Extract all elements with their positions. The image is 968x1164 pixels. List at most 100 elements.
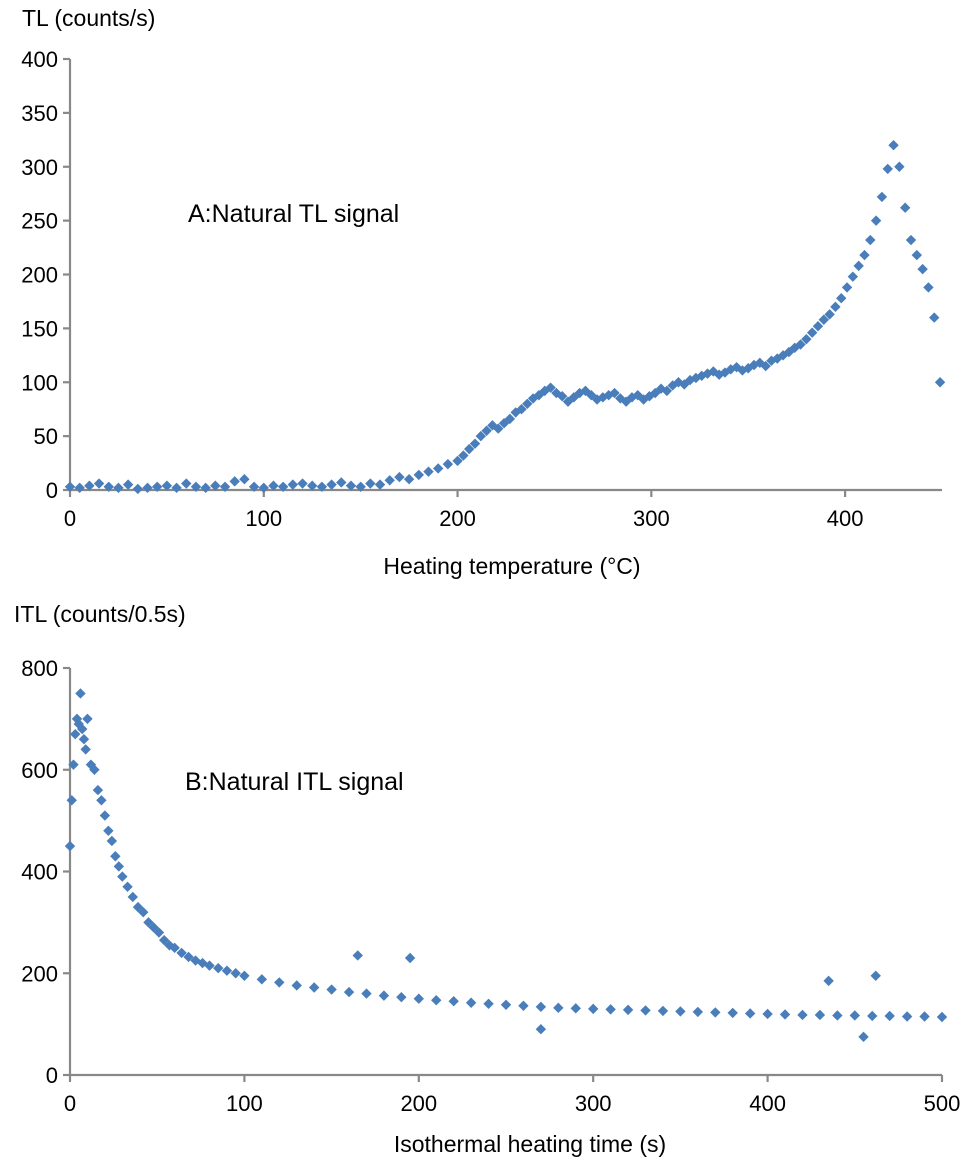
panel-a-data-point [122,479,134,490]
panel-b-data-point [85,759,97,770]
panel-a-data-point [229,476,240,487]
panel-a-x-axis-label: Heating temperature (°C) [383,553,640,579]
panel-a-data-point [248,481,260,492]
panel-b-x-tick-label: 100 [226,1091,263,1116]
panel-a-data-point [403,474,415,485]
panel-b-data-point [274,977,285,988]
panel-b-data-point [197,957,208,969]
panel-a-data-point [777,350,789,361]
panel-a-data-point [469,438,481,449]
panel-b-data-point [169,942,180,954]
panel-a-data-point [888,140,899,151]
panel-a-tick-labels: 0 50 100 150 200 250 300 350 400 0 100 200 300 400 [21,47,863,531]
panel-a-x-tick-label: 300 [633,506,670,531]
panel-a-data-point [200,482,211,494]
panel-b-data-point [70,728,81,740]
panel-a-data-point [894,161,905,172]
panel-a-data-point [287,479,299,490]
panel-a-data-point [783,346,795,358]
panel-a-data-point [533,389,545,401]
panel-a-data-point [929,312,940,323]
panel-b-data-point [867,1010,878,1022]
panel-a-data-point [853,260,864,272]
panel-b-axes [63,666,944,1082]
panel-b-data-point [256,974,268,985]
panel-a-data-point [603,389,614,401]
panel-a-data-point [522,398,533,409]
panel-a-data-point [258,482,269,494]
panel-a-data-point [113,482,124,494]
panel-a-chart: TL (counts/s) A:Natural TL signal Heatin… [21,5,946,579]
panel-a-data-point [432,463,444,474]
panel-a-data-point [870,215,882,226]
panel-b-data-point [657,1005,669,1017]
panel-a-data-point [161,480,173,491]
panel-b-x-tick-label: 400 [749,1091,786,1116]
panel-b-x-tick-label: 200 [400,1091,437,1116]
panel-a-data-point [632,389,643,401]
panel-b-data-point [183,951,194,963]
panel-b-data-point [164,940,175,951]
panel-b-data-point [849,1010,860,1021]
panel-b-data-point [221,965,233,976]
panel-b-data-point [675,1006,686,1017]
panel-a-data-point [568,392,580,403]
panel-b-data-point [127,891,138,903]
panel-b-data-point [744,1008,756,1019]
panel-b-data-point [762,1008,773,1020]
panel-a-data-point [830,301,841,313]
panel-b-data-point [431,995,442,1006]
panel-b-data-point [92,784,104,796]
panel-a-data-point [384,475,395,486]
panel-b-x-tick-label: 500 [924,1091,961,1116]
panel-b-y-tick-label: 0 [46,1063,58,1088]
panel-a-x-tick-label: 0 [64,506,76,531]
panel-b-data-point [89,764,100,775]
panel-a-data-point [84,480,95,491]
panel-b-data-point [122,881,133,892]
panel-b-data-point [176,947,187,959]
panel-a-data-point [667,380,678,391]
panel-a-data-point [219,481,231,492]
panel-a-data-point [859,249,870,261]
panel-b-data-point [213,962,224,974]
panel-a-data-point [239,474,250,485]
panel-a-data-point [181,478,192,489]
panel-a-data-point [516,403,527,415]
panel-b-y-tick-label: 400 [21,860,58,885]
panel-b-data-point [64,840,76,852]
panel-b-annotation: B:Natural ITL signal [185,768,404,796]
panel-a-data-point [336,477,347,488]
panel-b-data-point [352,950,363,961]
panel-a-data-point [801,333,812,345]
panel-a-data-point [841,282,853,293]
panel-a-data-point [171,482,182,494]
panel-b-data-point [500,999,512,1010]
panel-b-x-axis-label: Isothermal heating time (s) [394,1131,666,1157]
panel-a-data-point [917,263,928,275]
panel-b-data-point [343,986,355,998]
panel-a-data-point [458,450,469,461]
panel-a-data-point [638,394,649,405]
panel-a-data-point [806,327,818,338]
panel-b-data-point [404,952,416,964]
panel-a-y-tick-label: 200 [21,263,58,288]
panel-b-data-point [204,960,215,971]
panel-b-data-point [605,1004,616,1015]
panel-a-data-point [574,387,585,399]
panel-b-x-tick-label: 0 [64,1091,76,1116]
panel-a-data-point [510,407,521,418]
panel-b-tick-labels: 0 200 400 600 800 0 100 200 300 400 500 [21,656,960,1116]
panel-b-data-point [727,1007,738,1019]
panel-b-data-point [361,988,372,999]
panel-a-x-tick-label: 100 [245,506,282,531]
panel-a-y-axis-label: TL (counts/s) [22,5,155,31]
panel-b-data-point [308,982,320,993]
panel-a-data-point [836,293,847,304]
panel-b-data-point [823,975,834,987]
panel-b-data-point [78,734,90,745]
panel-a-data-point [365,478,376,489]
panel-a-data-point [847,271,859,282]
panel-b-data-point [779,1009,791,1020]
panel-a-data-point [702,368,713,379]
